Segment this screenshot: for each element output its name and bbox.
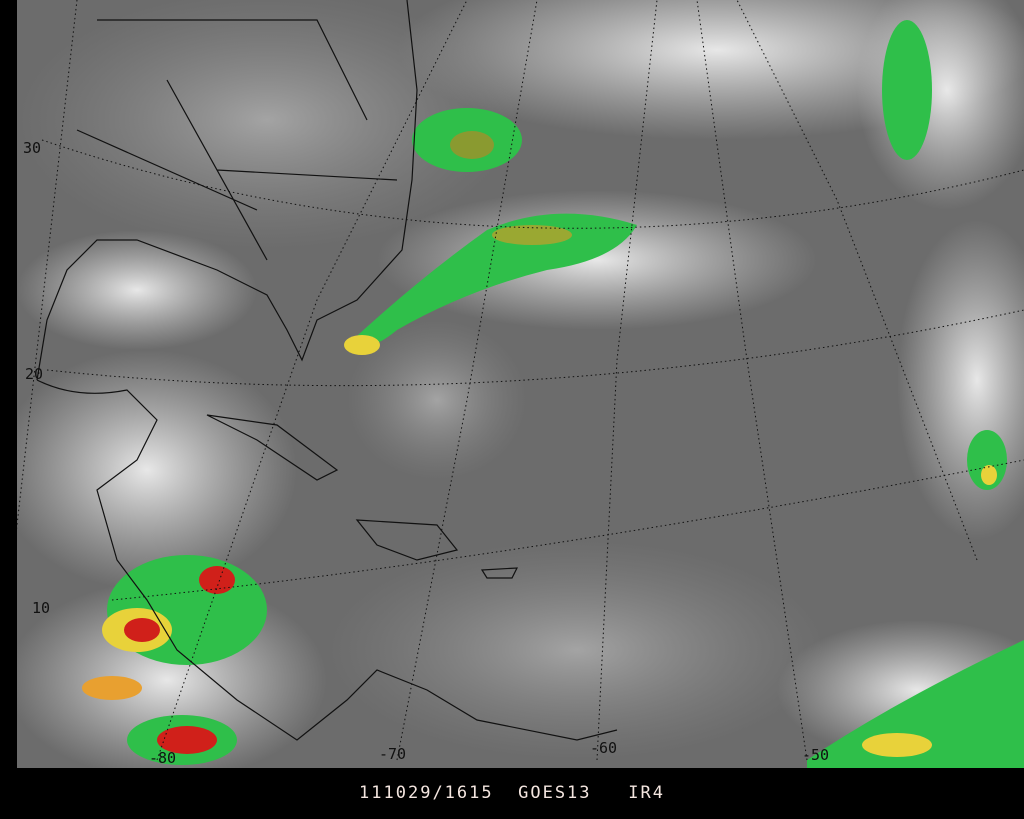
lon-label-80: -80 xyxy=(149,749,176,767)
graticule xyxy=(17,0,1024,761)
caption-datetime: 111029/1615 xyxy=(359,783,494,803)
lon-label-70: -70 xyxy=(379,745,406,763)
lat-label-10: 10 xyxy=(32,599,50,617)
cold-cloud-tops xyxy=(82,20,1024,768)
satellite-image: 30 20 10 -80 -70 -60 -50 xyxy=(17,0,1024,768)
lat-label-30: 30 xyxy=(23,139,41,157)
grid-labels: 30 20 10 -80 -70 -60 -50 xyxy=(23,139,829,767)
lat-label-20: 20 xyxy=(25,365,43,383)
lon-label-60: -60 xyxy=(590,739,617,757)
caption-satellite: GOES13 xyxy=(518,783,592,803)
caption-channel: IR4 xyxy=(628,783,665,803)
lon-label-50: -50 xyxy=(802,746,829,764)
coastlines xyxy=(36,0,618,741)
image-caption: 111029/1615 GOES13 IR4 xyxy=(0,776,1024,810)
